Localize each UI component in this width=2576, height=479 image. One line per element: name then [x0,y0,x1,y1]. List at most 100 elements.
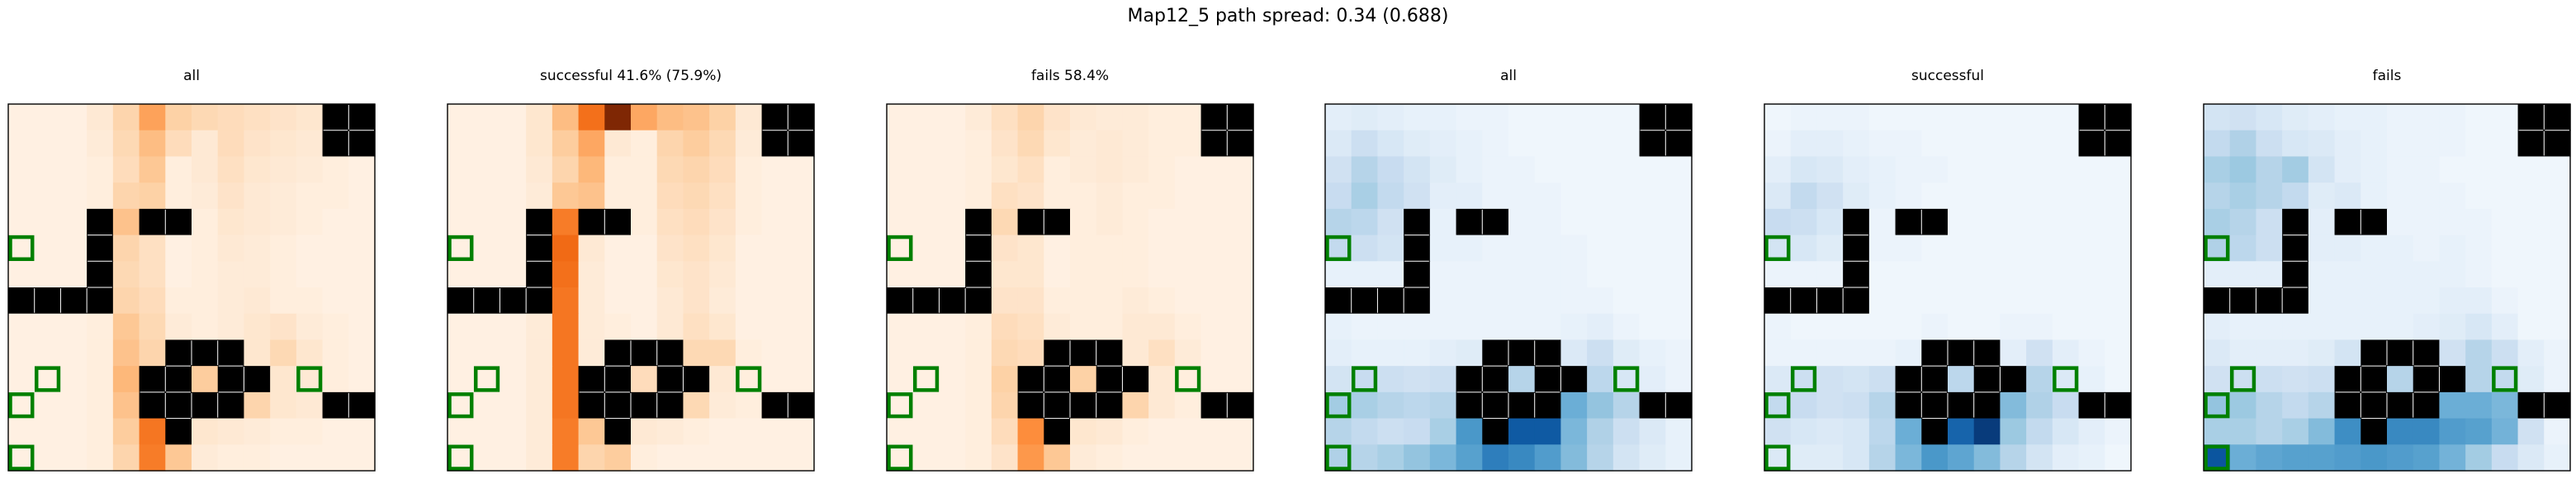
heatmap-cell [500,339,527,367]
heatmap-cell [604,261,632,288]
heatmap-cell [322,261,349,288]
heatmap-cell [1587,261,1614,288]
goal-marker [2492,366,2518,392]
wall-cell [965,235,992,262]
heatmap-cell [8,183,36,210]
heatmap-cell [1790,208,1818,236]
heatmap-cell [112,183,140,210]
heatmap-cell [2361,130,2388,158]
heatmap-cell [991,208,1019,236]
wall-cell [2361,391,2388,420]
heatmap-cell [552,261,580,288]
heatmap-cell [1070,418,1097,445]
heatmap-cell [1017,104,1044,131]
heatmap-cell [112,208,140,236]
heatmap-cell [965,156,992,183]
wall-cell [2361,366,2388,393]
heatmap-cell [1200,208,1228,236]
wall-cell [1017,366,1044,393]
wall-cell [1044,418,1071,445]
heatmap-panel: successful 41.6% (75.9%) [447,68,815,472]
wall-cell [1534,366,1562,393]
heatmap-cell [1868,418,1896,445]
heatmap-cell [1044,156,1071,183]
heatmap-cell [709,183,736,210]
heatmap-cell [1587,235,1614,262]
heatmap-cell [1017,156,1044,183]
heatmap-cell [604,313,632,341]
heatmap-cell [87,156,114,183]
wall-cell [87,287,114,315]
heatmap-cell [2413,104,2441,131]
heatmap-cell [2105,261,2132,288]
heatmap-cell [34,104,62,131]
heatmap-cell [165,104,192,131]
wall-cell [1948,391,1975,420]
heatmap-cell [552,156,580,183]
heatmap-cell [1816,444,1844,472]
wall-cell [1017,391,1044,420]
heatmap-cell [709,130,736,158]
heatmap-cell [2361,156,2388,183]
heatmap-panels: all successful 41.6% (75.9%) fails 58.4% al… [7,68,2571,472]
heatmap-cell [578,418,605,445]
heatmap-cell [1639,444,1666,472]
heatmap-cell [1764,208,1792,236]
heatmap-cell [2256,261,2283,288]
heatmap-cell [2334,339,2361,367]
heatmap-cell [1122,287,1149,315]
heatmap-cell [1351,104,1379,131]
heatmap-cell [2517,366,2545,393]
heatmap-cell [1377,313,1404,341]
heatmap-cell [2439,287,2466,315]
heatmap-cell [1560,339,1588,367]
heatmap-cell [1816,261,1844,288]
heatmap-cell [1639,261,1666,288]
heatmap-cell [2308,104,2336,131]
heatmap-cell [192,444,219,472]
heatmap-cell [2105,418,2132,445]
heatmap-cell [1377,156,1404,183]
heatmap-cell [1482,183,1509,210]
heatmap-cell [2439,444,2466,472]
heatmap-cell [112,444,140,472]
heatmap-cell [1456,444,1483,472]
heatmap-cell [1973,261,2001,288]
heatmap-cell [2000,339,2027,367]
heatmap-cell [2256,235,2283,262]
heatmap-cell [656,287,684,315]
heatmap-cell [1351,261,1379,288]
wall-cell [1482,339,1509,367]
heatmap-cell [165,235,192,262]
heatmap-cell [217,418,245,445]
heatmap-cell [1790,444,1818,472]
goal-marker [736,366,762,392]
heatmap-cell [656,130,684,158]
wall-cell [2544,391,2571,420]
heatmap-cell [296,104,324,131]
heatmap-cell [2204,418,2231,445]
heatmap-cell [2282,391,2309,420]
wall-cell [87,208,114,236]
wall-cell [761,391,788,420]
heatmap-cell [2491,235,2519,262]
heatmap-cell [1122,208,1149,236]
goal-marker [2053,366,2079,392]
heatmap-cell [965,183,992,210]
heatmap-cell [2256,156,2283,183]
heatmap-cell [526,366,553,393]
heatmap-cell [1868,208,1896,236]
heatmap-cell [1921,235,1949,262]
wall-cell [1227,391,1254,420]
heatmap-cell [991,391,1019,420]
heatmap-cell [322,156,349,183]
wall-cell [165,339,192,367]
heatmap-cell [2204,366,2231,393]
wall-cell [604,208,632,236]
heatmap-cell [473,261,501,288]
goal-marker [447,392,474,419]
panel-frame [447,103,815,472]
heatmap-cell [604,104,632,131]
heatmap-cell [1921,130,1949,158]
heatmap-cell [1560,104,1588,131]
